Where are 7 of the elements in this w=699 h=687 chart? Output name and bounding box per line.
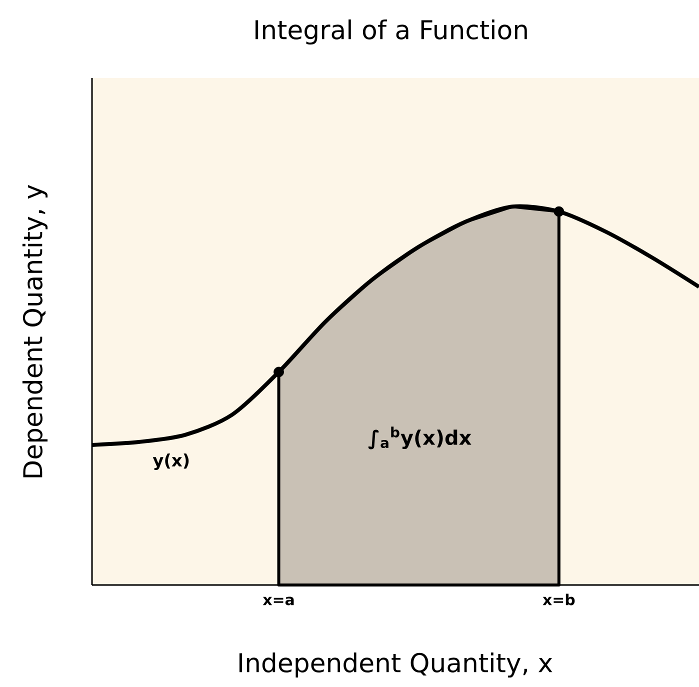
x-tick-label: x=b [542,594,575,606]
chart-title: Integral of a Function [256,19,527,45]
annotation: ∫$_{a}$$^{b}$y(x)dx [368,426,472,450]
y-axis-title: Dependent Quantity, y [22,184,48,478]
x-axis-title: Independent Quantity, x [239,652,552,678]
annotation: y(x) [152,453,189,470]
x-tick-label: x=a [262,596,294,606]
